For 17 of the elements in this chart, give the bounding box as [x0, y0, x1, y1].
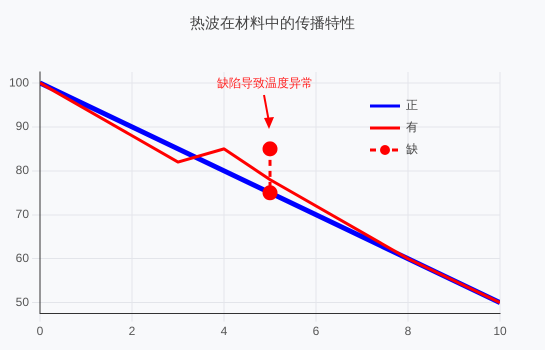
y-tick-label: 70: [16, 207, 30, 222]
y-tick-label: 50: [16, 294, 30, 309]
x-tick-label: 10: [493, 324, 507, 338]
y-tick-label: 100: [8, 75, 30, 90]
legend-label: 缺: [406, 142, 418, 156]
x-tick-label: 8: [404, 324, 412, 338]
x-tick-label: 6: [312, 324, 320, 338]
x-tick-label: 2: [128, 324, 136, 338]
y-tick-label: 60: [16, 251, 30, 266]
y-tick-label: 80: [16, 163, 30, 178]
x-tick-label: 4: [220, 324, 228, 338]
legend-label: 正: [406, 98, 418, 112]
annotation: 缺陷导致温度异常: [217, 76, 314, 90]
x-tick-label: 0: [36, 324, 44, 338]
y-tick-label: 90: [16, 119, 30, 134]
chart-title: 热波在材料中的传播特性: [189, 14, 356, 33]
legend-label: 有: [406, 120, 418, 134]
